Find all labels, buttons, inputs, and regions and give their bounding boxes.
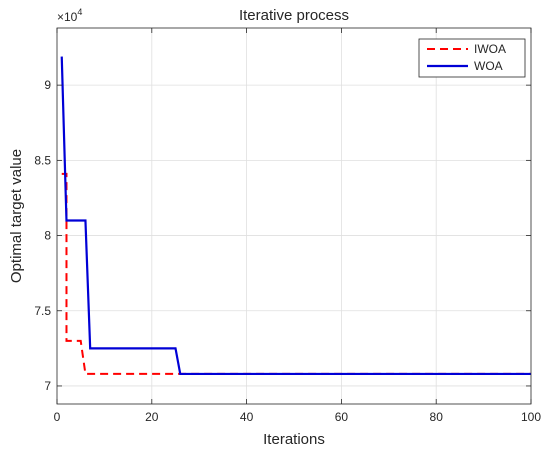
y-tick-label: 8 bbox=[44, 229, 51, 243]
exponent-base: ×10 bbox=[57, 10, 78, 24]
ticks: 0 20 40 60 80 100 7 7.5 8 8.5 9 bbox=[34, 28, 541, 424]
y-tick-label: 9 bbox=[44, 78, 51, 92]
y-tick-label: 7.5 bbox=[34, 304, 51, 318]
exponent-power: 4 bbox=[77, 7, 82, 17]
grid bbox=[57, 28, 531, 404]
x-tick-label: 60 bbox=[335, 410, 349, 424]
series-group bbox=[60, 56, 531, 376]
x-tick-label: 0 bbox=[54, 410, 61, 424]
legend-box bbox=[418, 38, 526, 78]
y-axis-label: Optimal target value bbox=[8, 149, 25, 283]
legend-label-iwoa: IWOA bbox=[474, 42, 506, 56]
axes-box bbox=[56, 27, 532, 405]
x-tick-label: 40 bbox=[240, 410, 254, 424]
x-tick-label: 100 bbox=[521, 410, 541, 424]
series-line-woa bbox=[60, 56, 531, 376]
y-tick-label: 8.5 bbox=[34, 153, 51, 167]
chart-title: Iterative process bbox=[239, 7, 349, 24]
y-axis-exponent: ×104 bbox=[57, 7, 82, 24]
x-tick-label: 20 bbox=[145, 410, 159, 424]
x-axis-label: Iterations bbox=[263, 431, 325, 448]
x-tick-label: 80 bbox=[430, 410, 444, 424]
legend: IWOA WOA bbox=[418, 38, 526, 78]
plot-area bbox=[57, 28, 531, 404]
legend-label-woa: WOA bbox=[474, 59, 503, 73]
y-tick-label: 7 bbox=[44, 379, 51, 393]
